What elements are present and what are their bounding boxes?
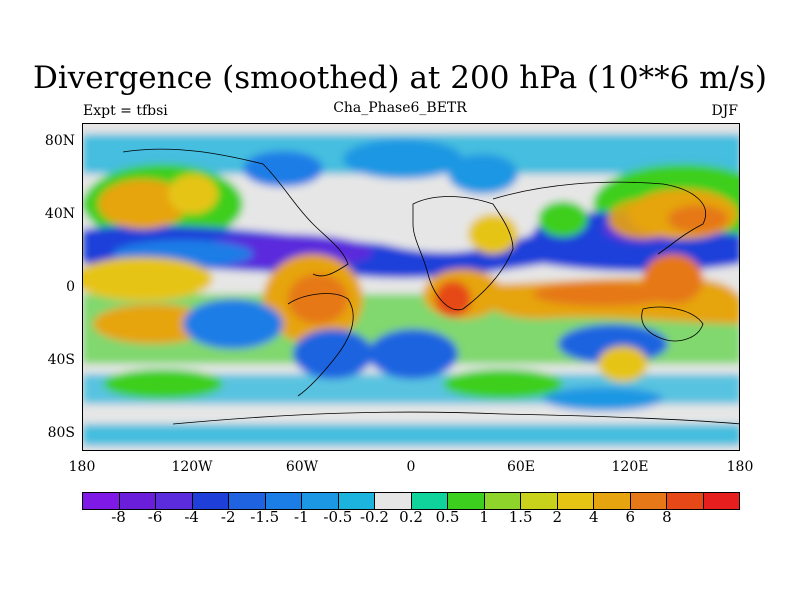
colorbar-label: -0.5: [323, 508, 353, 526]
field-layer: [83, 124, 739, 450]
colorbar-swatch-14: [594, 493, 631, 509]
colorbar-label: 0.2: [399, 508, 423, 526]
colorbar-label: -0.2: [359, 508, 389, 526]
colorbar-swatch-8: [375, 493, 412, 509]
case-label: Cha_Phase6_BETR: [333, 100, 467, 116]
coastlines: [122, 148, 739, 425]
x-tick-60e: 60E: [506, 459, 536, 475]
colorbar-swatch-2: [156, 493, 193, 509]
colorbar-label: -2: [220, 508, 236, 526]
colorbar-swatch-0: [83, 493, 120, 509]
x-tick-180e: 180: [726, 459, 754, 475]
y-tick-40s: 40S: [47, 352, 75, 368]
y-tick-80s: 80S: [47, 425, 75, 441]
colorbar-swatch-13: [557, 493, 594, 509]
x-tick-180w: 180: [68, 459, 96, 475]
colorbar-swatch-10: [448, 493, 485, 509]
colorbar-swatch-17: [703, 493, 739, 509]
colorbar-swatch-6: [302, 493, 339, 509]
chart-title: Divergence (smoothed) at 200 hPa (10**6 …: [33, 60, 767, 96]
colorbar-swatch-4: [229, 493, 266, 509]
colorbar-label: 1.5: [508, 508, 533, 526]
colorbar-label: 4: [588, 508, 599, 526]
colorbar-swatch-12: [521, 493, 558, 509]
colorbar-swatch-5: [265, 493, 302, 509]
colorbar-label: -6: [147, 508, 163, 526]
x-tick-0: 0: [406, 459, 416, 475]
colorbar-label: 6: [625, 508, 636, 526]
colorbar-label: 8: [662, 508, 672, 526]
season-label: DJF: [711, 103, 738, 119]
colorbar-label: 0.5: [435, 508, 460, 526]
x-tick-60w: 60W: [285, 459, 319, 475]
x-tick-120e: 120E: [611, 459, 649, 475]
colorbar-label: -1.5: [250, 508, 280, 526]
colorbar-swatch-9: [411, 493, 448, 509]
colorbar-swatch-15: [630, 493, 667, 509]
experiment-label: Expt = tfbsi: [83, 103, 168, 119]
colorbar-swatch-3: [192, 493, 229, 509]
colorbar-label: -1: [294, 508, 309, 526]
colorbar-label: -4: [184, 508, 199, 526]
colorbar-label: -8: [111, 508, 126, 526]
colorbar-swatch-11: [484, 493, 521, 509]
y-tick-equator: 0: [66, 279, 75, 295]
colorbar-swatch-16: [667, 493, 704, 509]
colorbar-swatch-7: [338, 493, 375, 509]
divergence-map: [82, 123, 740, 451]
colorbar-label: 2: [552, 508, 562, 526]
y-tick-80n: 80N: [44, 133, 75, 149]
colorbar-swatch-1: [119, 493, 156, 509]
y-tick-40n: 40N: [44, 206, 75, 222]
x-tick-120w: 120W: [171, 459, 213, 475]
colorbar-label: 1: [479, 508, 489, 526]
colorbar: [82, 492, 740, 510]
